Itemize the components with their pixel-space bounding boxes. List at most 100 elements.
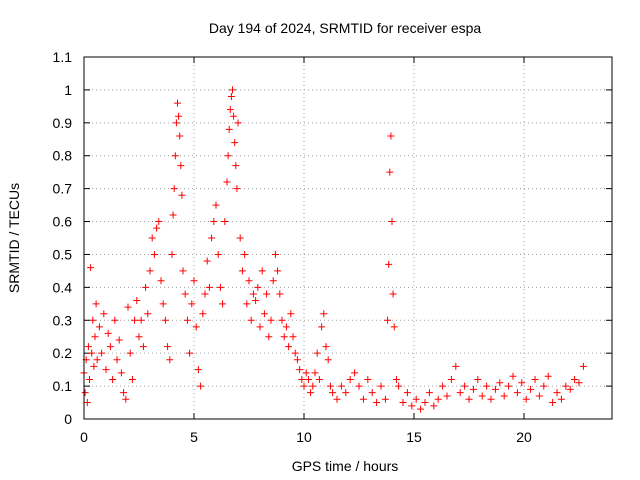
data-point — [469, 385, 477, 393]
data-point — [544, 372, 552, 380]
x-tick-label: 15 — [406, 429, 422, 445]
data-point — [159, 300, 167, 308]
data-point — [307, 389, 315, 397]
data-point — [269, 277, 277, 285]
data-point — [351, 369, 359, 377]
data-point — [571, 376, 579, 384]
x-tick-label: 20 — [516, 429, 532, 445]
data-point — [540, 382, 548, 390]
x-tick-label: 10 — [296, 429, 312, 445]
data-point — [157, 277, 165, 285]
y-tick-label: 0.3 — [53, 312, 73, 328]
data-point — [89, 316, 97, 324]
data-point — [298, 376, 306, 384]
data-point — [84, 343, 92, 351]
data-point — [124, 303, 132, 311]
data-point — [439, 382, 447, 390]
data-point — [109, 376, 117, 384]
data-point — [155, 218, 163, 226]
data-point — [113, 356, 121, 364]
grid-lines — [84, 57, 612, 419]
data-point — [417, 405, 425, 413]
data-point — [133, 297, 141, 305]
data-point — [128, 376, 136, 384]
data-point — [373, 399, 381, 407]
y-tick-label: 0 — [64, 411, 72, 427]
data-point — [183, 316, 191, 324]
x-tick-label: 5 — [190, 429, 198, 445]
data-point — [236, 234, 244, 242]
data-point — [188, 300, 196, 308]
data-point — [232, 162, 240, 170]
data-point — [474, 376, 482, 384]
y-tick-label: 0.8 — [53, 148, 73, 164]
data-point — [227, 92, 235, 100]
data-point — [111, 316, 119, 324]
data-point — [443, 392, 451, 400]
data-point — [276, 290, 284, 298]
data-point — [342, 389, 350, 397]
data-point — [300, 382, 308, 390]
data-point — [230, 112, 238, 120]
data-point — [355, 382, 363, 390]
data-point — [256, 323, 264, 331]
data-point — [326, 382, 334, 390]
data-point — [161, 316, 169, 324]
data-point — [408, 402, 416, 410]
data-point — [412, 395, 420, 403]
data-point — [201, 290, 209, 298]
y-tick-label: 0.5 — [53, 246, 73, 262]
data-point — [296, 366, 304, 374]
data-point — [144, 310, 152, 318]
x-tick-label: 0 — [80, 429, 88, 445]
data-point — [311, 369, 319, 377]
data-point — [487, 395, 495, 403]
data-point — [278, 316, 286, 324]
data-point — [221, 218, 229, 226]
data-point — [219, 300, 227, 308]
y-tick-label: 0.7 — [53, 181, 73, 197]
data-point — [243, 300, 251, 308]
data-point — [304, 376, 312, 384]
data-point — [224, 152, 232, 160]
data-point — [223, 178, 231, 186]
data-point — [175, 112, 183, 120]
data-point — [447, 376, 455, 384]
data-point — [91, 333, 99, 341]
data-point — [186, 349, 194, 357]
data-point — [333, 395, 341, 403]
data-point — [478, 392, 486, 400]
data-point — [258, 267, 266, 275]
data-point — [434, 395, 442, 403]
data-point — [241, 250, 249, 258]
data-point — [169, 211, 177, 219]
data-point — [203, 257, 211, 265]
data-point — [271, 250, 279, 258]
data-point — [390, 323, 398, 331]
chart-title: Day 194 of 2024, SRMTID for receiver esp… — [209, 20, 482, 36]
data-point — [425, 389, 433, 397]
y-tick-label: 0.2 — [53, 345, 73, 361]
data-point — [313, 349, 321, 357]
data-point — [102, 366, 110, 374]
data-point — [531, 376, 539, 384]
data-point — [260, 310, 268, 318]
data-point — [282, 323, 290, 331]
data-point — [527, 385, 535, 393]
data-point — [216, 283, 224, 291]
data-point — [557, 395, 565, 403]
data-point — [386, 168, 394, 176]
data-point — [364, 376, 372, 384]
data-point — [93, 356, 101, 364]
data-point — [81, 389, 89, 397]
data-point — [234, 119, 242, 127]
data-point — [168, 250, 176, 258]
data-point — [181, 290, 189, 298]
data-point — [176, 132, 184, 140]
data-point — [562, 382, 570, 390]
data-point — [95, 323, 103, 331]
data-point — [177, 162, 185, 170]
data-point — [100, 310, 108, 318]
data-points — [80, 86, 587, 413]
